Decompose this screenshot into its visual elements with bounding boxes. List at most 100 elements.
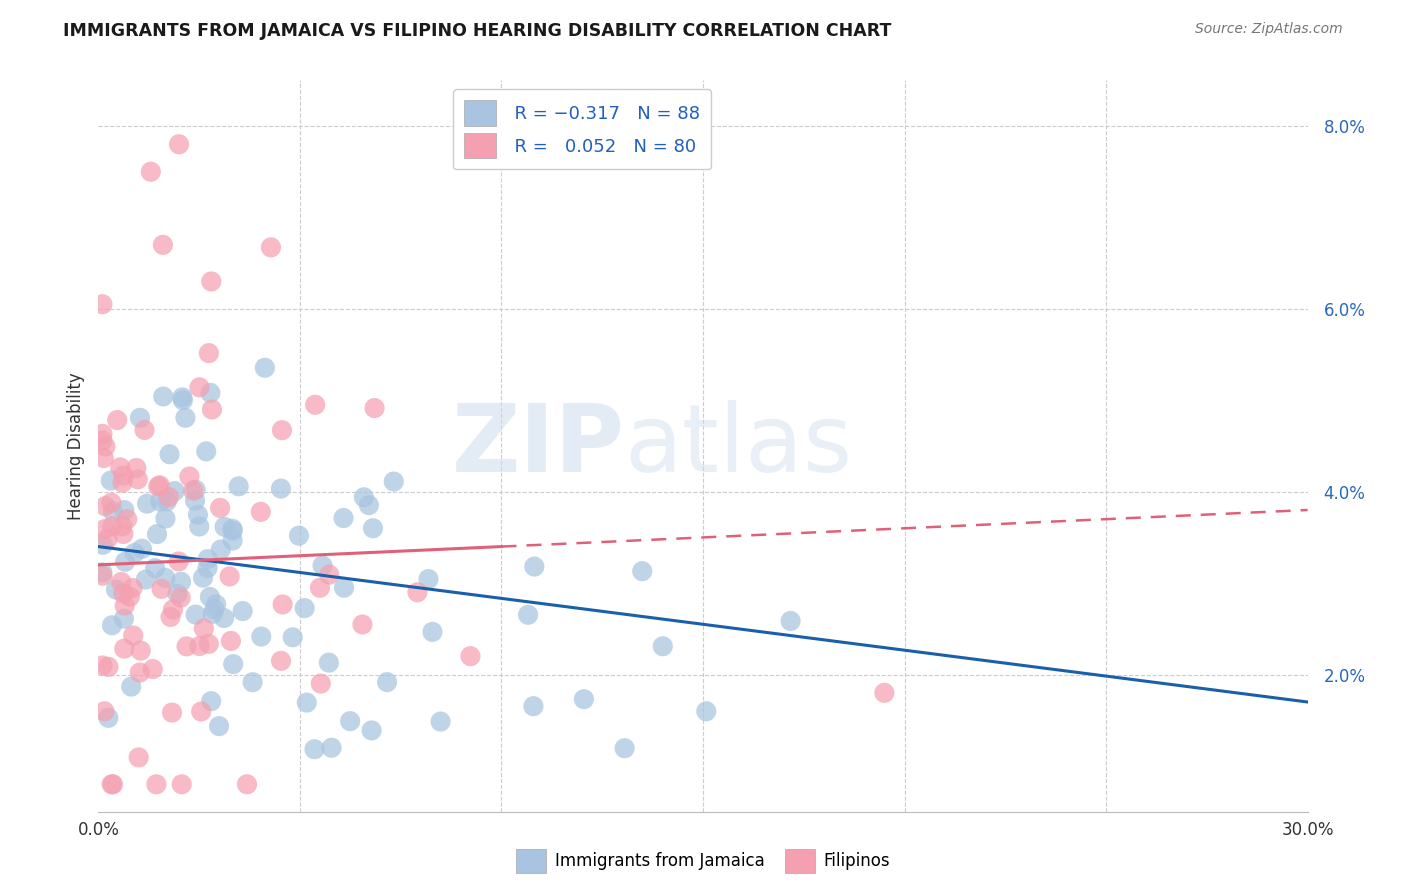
Point xyxy=(111,519,134,533)
Point xyxy=(631,564,654,578)
Point xyxy=(311,558,333,573)
Point xyxy=(135,573,157,587)
Point xyxy=(242,675,264,690)
Point xyxy=(114,555,136,569)
Point xyxy=(382,475,405,489)
Point xyxy=(155,511,177,525)
Point xyxy=(572,692,595,706)
Point xyxy=(375,675,398,690)
Point xyxy=(143,561,166,575)
Point xyxy=(156,494,179,508)
Point xyxy=(101,519,124,533)
Point xyxy=(260,240,283,254)
Point xyxy=(429,714,451,729)
Point xyxy=(114,599,136,613)
Point xyxy=(101,777,124,791)
Point xyxy=(250,630,273,644)
Point xyxy=(873,686,896,700)
Point xyxy=(218,569,240,583)
Point xyxy=(172,393,194,408)
Point xyxy=(91,434,114,448)
Point xyxy=(142,662,165,676)
Point xyxy=(112,468,135,483)
Point xyxy=(517,607,540,622)
Point xyxy=(101,618,124,632)
Point xyxy=(184,493,207,508)
Point xyxy=(170,591,193,605)
Point xyxy=(155,571,177,585)
Point xyxy=(318,567,340,582)
Point xyxy=(460,649,482,664)
Point xyxy=(176,640,198,654)
Point xyxy=(91,566,114,580)
Point xyxy=(91,297,114,311)
Point xyxy=(170,574,193,589)
Point xyxy=(295,696,318,710)
Text: atlas: atlas xyxy=(624,400,852,492)
Point xyxy=(128,665,150,680)
Point xyxy=(352,617,374,632)
Point xyxy=(197,552,219,566)
Point xyxy=(150,582,173,596)
Point xyxy=(304,398,326,412)
Text: Source: ZipAtlas.com: Source: ZipAtlas.com xyxy=(1195,22,1343,37)
Point xyxy=(91,426,114,441)
Point xyxy=(522,699,544,714)
Point xyxy=(167,554,190,568)
Point xyxy=(201,402,224,417)
Point xyxy=(228,479,250,493)
Point xyxy=(318,656,340,670)
Point xyxy=(304,742,326,756)
Point xyxy=(651,639,673,653)
Point xyxy=(93,522,115,536)
Point xyxy=(101,505,124,519)
Text: IMMIGRANTS FROM JAMAICA VS FILIPINO HEARING DISABILITY CORRELATION CHART: IMMIGRANTS FROM JAMAICA VS FILIPINO HEAR… xyxy=(63,22,891,40)
Point xyxy=(195,444,218,458)
Point xyxy=(91,538,114,552)
Point xyxy=(94,499,117,513)
Point xyxy=(149,494,172,508)
Point xyxy=(104,582,127,597)
Point xyxy=(170,777,193,791)
Point xyxy=(148,479,170,493)
Point xyxy=(191,571,214,585)
Point xyxy=(613,741,636,756)
Point xyxy=(188,519,211,533)
Point xyxy=(111,475,134,490)
Point xyxy=(422,624,444,639)
Point xyxy=(193,622,215,636)
Point xyxy=(294,601,316,615)
Point xyxy=(779,614,801,628)
Point xyxy=(361,521,384,535)
Point xyxy=(157,490,180,504)
Point xyxy=(125,461,148,475)
Point xyxy=(200,694,222,708)
Point xyxy=(93,704,115,718)
Point xyxy=(105,413,128,427)
Point xyxy=(232,604,254,618)
Point xyxy=(100,777,122,791)
Y-axis label: Hearing Disability: Hearing Disability xyxy=(66,372,84,520)
Point xyxy=(418,572,440,586)
Point xyxy=(100,474,122,488)
Point xyxy=(159,610,181,624)
Point xyxy=(271,423,294,437)
Point xyxy=(108,460,131,475)
Point xyxy=(91,568,114,582)
Point xyxy=(174,410,197,425)
Point xyxy=(197,561,219,575)
Point xyxy=(357,498,380,512)
Point xyxy=(129,410,152,425)
Point xyxy=(146,527,169,541)
Point xyxy=(363,401,385,415)
Point xyxy=(271,598,294,612)
Legend:   R = −0.317   N = 88,   R =   0.052   N = 80: R = −0.317 N = 88, R = 0.052 N = 80 xyxy=(453,89,711,169)
Point xyxy=(110,574,132,589)
Point xyxy=(200,385,222,400)
Point xyxy=(309,676,332,690)
Point xyxy=(139,164,162,178)
Point xyxy=(198,346,221,360)
Point xyxy=(190,705,212,719)
Point xyxy=(152,389,174,403)
Point xyxy=(270,654,292,668)
